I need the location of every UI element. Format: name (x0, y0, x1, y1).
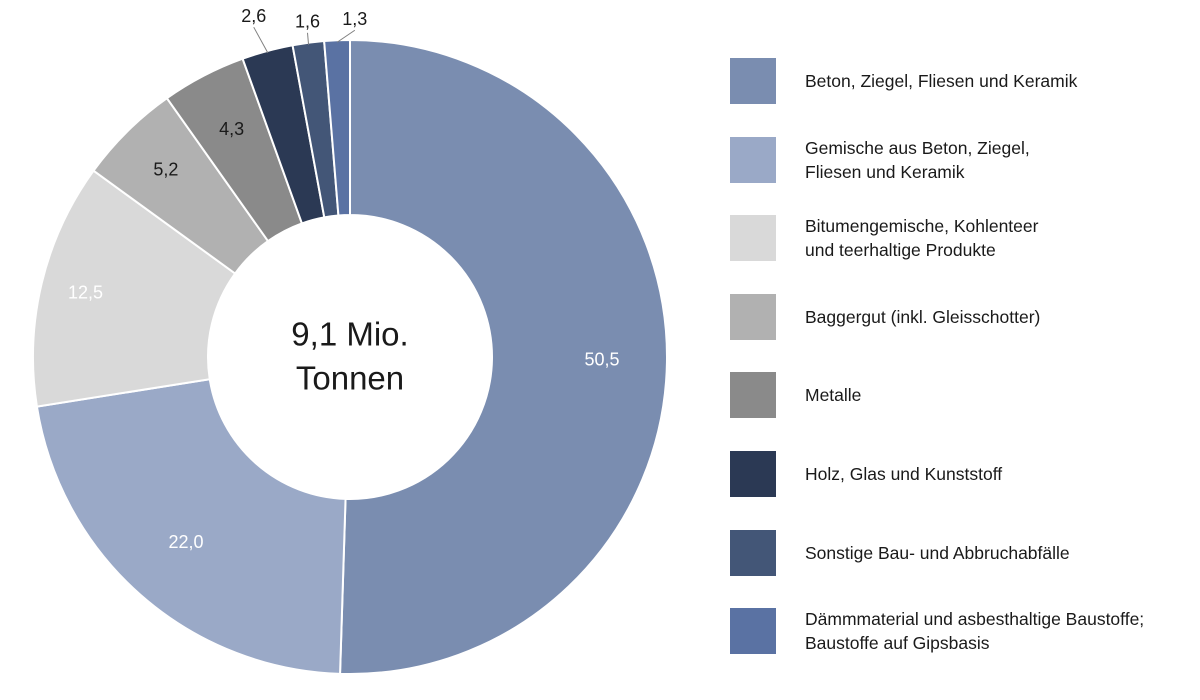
legend-label: Gemische aus Beton, Ziegel, Fliesen und K… (805, 137, 1195, 183)
slice-value-label: 1,3 (342, 9, 367, 29)
legend-item: Bitumengemische, Kohlenteer und teerhalti… (730, 215, 1190, 262)
donut-slice (35, 378, 347, 675)
legend-label: Holz, Glas und Kunststoff (805, 451, 1195, 497)
legend-label-line: Fliesen und Keramik (805, 161, 965, 182)
leader-line (253, 26, 269, 54)
legend-label-line: Dämmmaterial und asbesthaltige Baustoffe… (805, 609, 1145, 630)
leader-line (307, 32, 310, 45)
legend-label-line: Beton, Ziegel, Fliesen und Keramik (805, 71, 1078, 91)
legend-label-line: Sonstige Bau- und Abbruchabfälle (805, 542, 1070, 563)
slice-value-label: 4,3 (219, 119, 244, 139)
legend-swatch (730, 372, 776, 419)
legend-swatch (730, 608, 776, 655)
slice-value-label: 5,2 (153, 159, 178, 179)
donut-slice (323, 38, 351, 217)
legend-label-line: Holz, Glas und Kunststoff (805, 464, 1003, 484)
legend-label: Baggergut (inkl. Gleisschotter) (805, 294, 1195, 340)
donut-chart: 50,5 22,0 12,5 5,2 4,3 2,6 1,6 1,3 9,1 Mio. Tonne… (32, 6, 668, 675)
center-label-line2: Tonnen (296, 360, 404, 397)
leader-line (336, 29, 356, 43)
legend-label: Sonstige Bau- und Abbruchabfälle (805, 530, 1195, 576)
legend-label-line: Baustoffe auf Gipsbasis (805, 633, 990, 654)
legend-item: Baggergut (inkl. Gleisschotter) (730, 293, 1190, 340)
legend-swatch (730, 215, 776, 262)
legend-swatch (730, 451, 776, 497)
legend-label: Dämmmaterial und asbesthaltige Baustoffe… (805, 608, 1195, 654)
legend-item: Sonstige Bau- und Abbruchabfälle (730, 529, 1190, 576)
legend-label-line: Baggergut (inkl. Gleisschotter) (805, 306, 1041, 327)
legend-label: Beton, Ziegel, Fliesen und Keramik (805, 58, 1195, 104)
donut-slice (32, 169, 237, 408)
legend-item: Dämmmaterial und asbesthaltige Baustoffe… (730, 608, 1190, 655)
legend-label: Bitumengemische, Kohlenteer und teerhalti… (805, 215, 1195, 261)
slice-value-label: 50,5 (584, 350, 619, 370)
donut-slice (339, 38, 668, 675)
legend-swatch (730, 136, 776, 183)
legend-label-line: Bitumengemische, Kohlenteer (805, 216, 1039, 237)
legend-item: Beton, Ziegel, Fliesen und Keramik (730, 58, 1190, 104)
slice-value-label: 22,0 (168, 532, 203, 552)
legend-swatch (730, 529, 776, 576)
legend-label-line: und teerhaltige Produkte (805, 240, 996, 261)
legend-label-line: Gemische aus Beton, Ziegel, (805, 137, 1030, 158)
legend-label-line: Metalle (805, 385, 862, 406)
legend-item: Gemische aus Beton, Ziegel, Fliesen und K… (730, 136, 1190, 183)
legend-item: Holz, Glas und Kunststoff (730, 451, 1190, 497)
center-label-line1: 9,1 Mio. (291, 316, 408, 353)
legend-label: Metalle (805, 372, 1195, 418)
legend-swatch (730, 293, 776, 340)
legend-item: Metalle (730, 372, 1190, 419)
slice-value-label: 1,6 (295, 12, 320, 32)
slice-value-label: 12,5 (68, 282, 103, 302)
legend-swatch (730, 58, 776, 104)
slice-value-label: 2,6 (241, 6, 266, 26)
